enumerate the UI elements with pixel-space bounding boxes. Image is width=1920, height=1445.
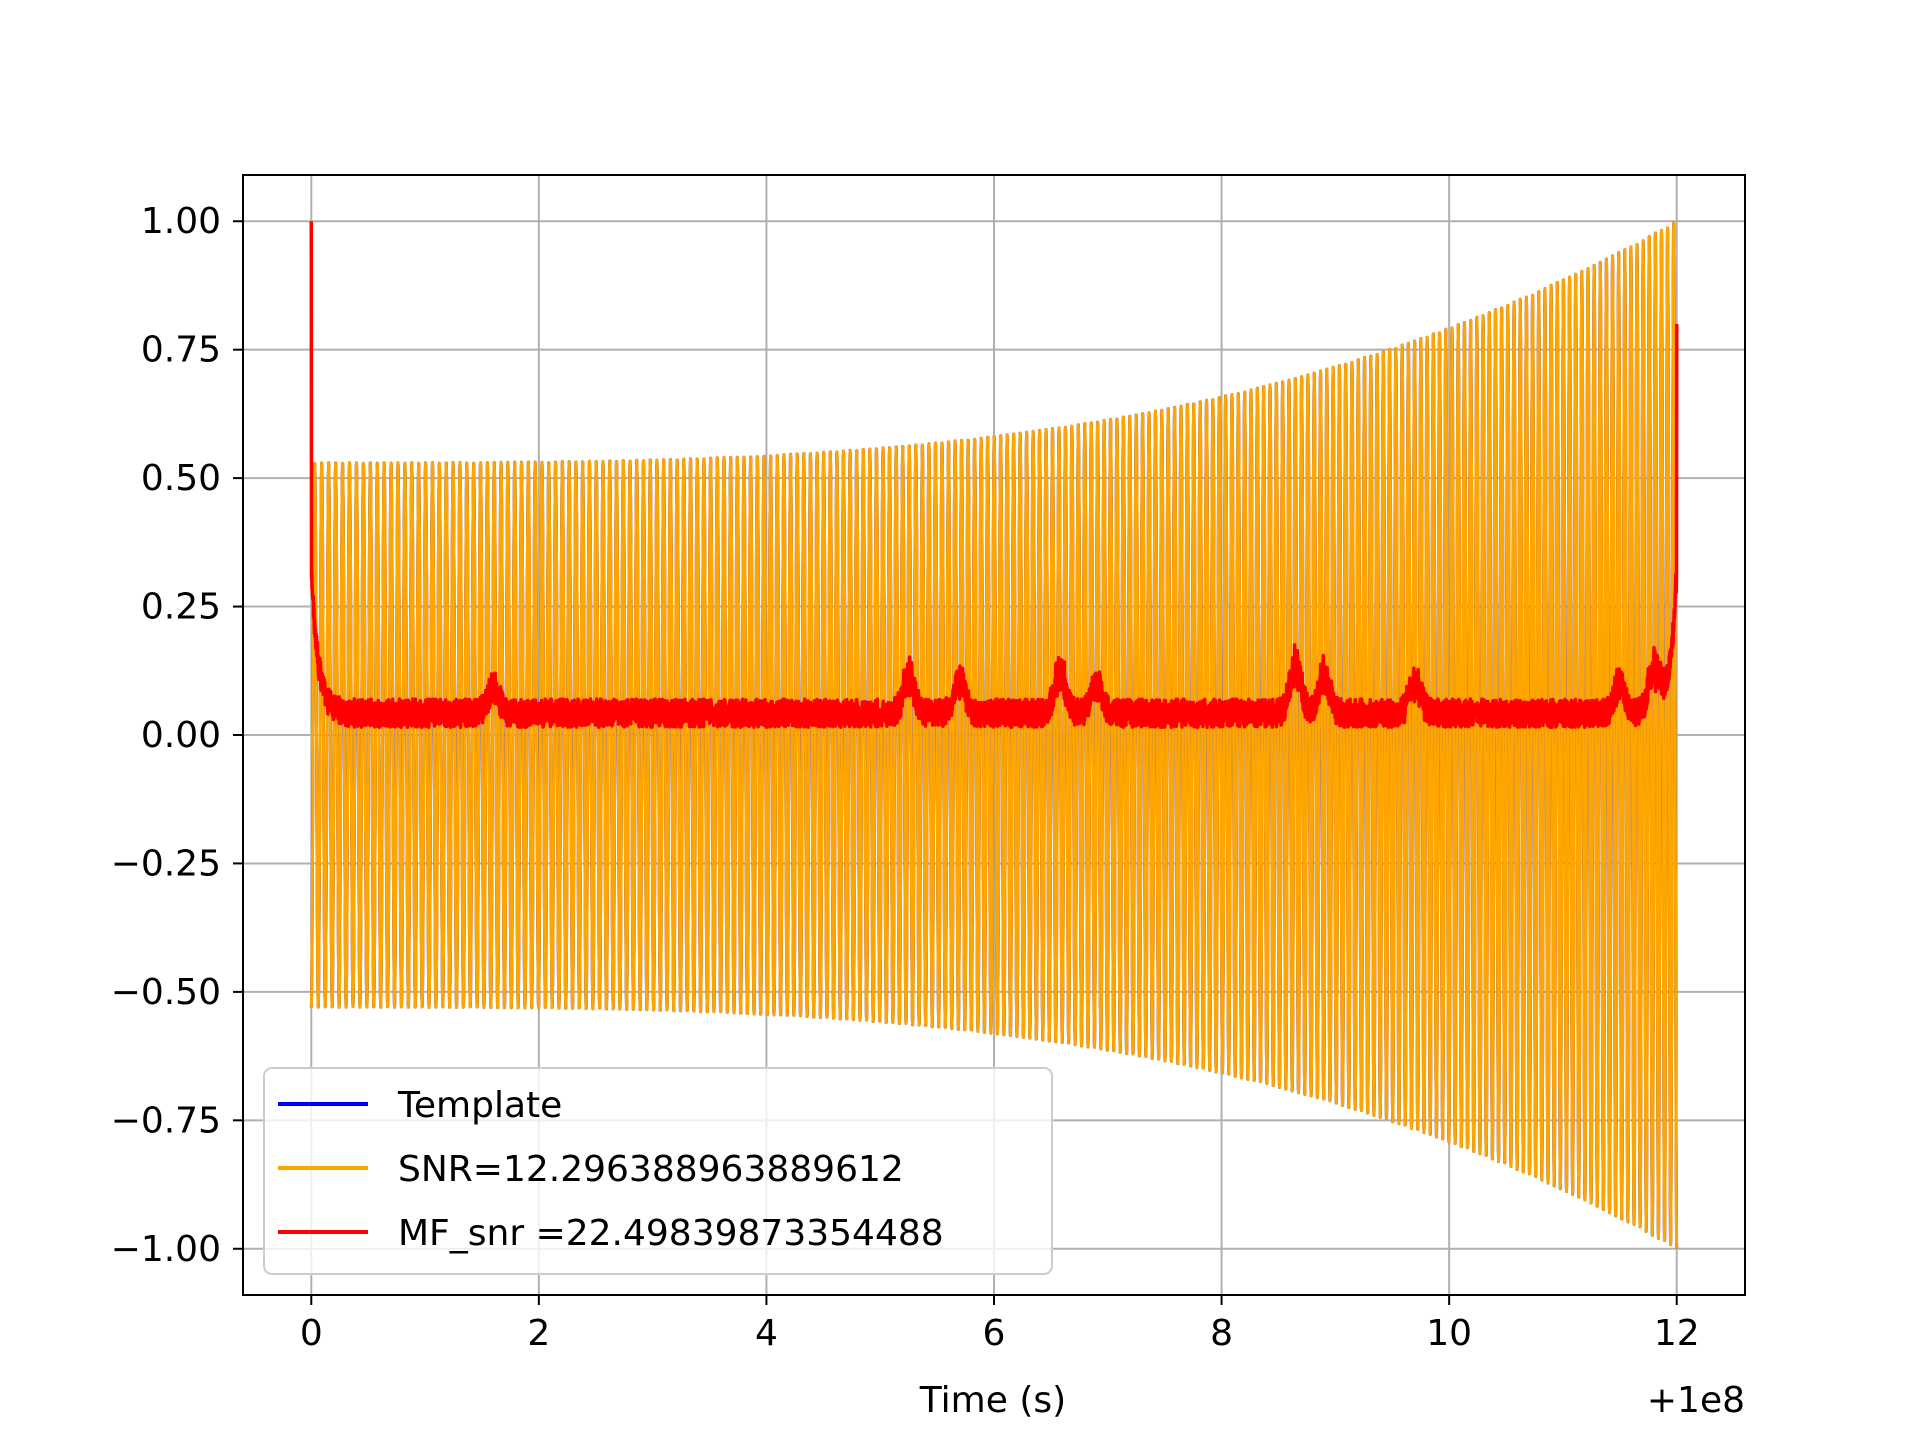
y-tick-label: 0.75 xyxy=(141,330,221,371)
y-tick-label: −0.50 xyxy=(111,972,221,1013)
legend: Template SNR=12.296388963889612 MF_snr =… xyxy=(263,1067,1053,1275)
x-tick-label: 6 xyxy=(983,1313,1006,1354)
x-tick-label: 0 xyxy=(300,1313,323,1354)
y-tick-label: 0.50 xyxy=(141,458,221,499)
x-axis-ticks: 0 2 4 6 8 10 12 xyxy=(300,1295,1700,1354)
x-tick-label: 2 xyxy=(527,1313,550,1354)
y-tick-label: −1.00 xyxy=(111,1229,221,1270)
y-tick-label: −0.25 xyxy=(111,843,221,884)
x-tick-label: 8 xyxy=(1210,1313,1233,1354)
y-tick-label: 0.00 xyxy=(141,715,221,756)
legend-label-template: Template xyxy=(397,1085,562,1126)
y-tick-label: 0.25 xyxy=(141,587,221,628)
legend-label-mf-snr: MF_snr =22.49839873354488 xyxy=(398,1213,944,1254)
series-mf-snr-line xyxy=(309,221,1679,730)
legend-label-snr: SNR=12.296388963889612 xyxy=(398,1149,904,1190)
series-layer xyxy=(309,221,1679,1249)
x-tick-label: 10 xyxy=(1426,1313,1472,1354)
x-tick-label: 4 xyxy=(755,1313,778,1354)
y-tick-label: 1.00 xyxy=(141,201,221,242)
y-tick-label: −0.75 xyxy=(111,1100,221,1141)
series-snr-line xyxy=(309,221,1679,1249)
x-axis-label: Time (s) xyxy=(919,1380,1066,1421)
y-axis-ticks: 1.00 0.75 0.50 0.25 0.00 −0.25 −0.50 −0.75 −1.00 xyxy=(111,201,243,1270)
legend-box xyxy=(263,1067,1053,1275)
x-offset-label: +1e8 xyxy=(1647,1380,1745,1421)
x-tick-label: 12 xyxy=(1654,1313,1700,1354)
